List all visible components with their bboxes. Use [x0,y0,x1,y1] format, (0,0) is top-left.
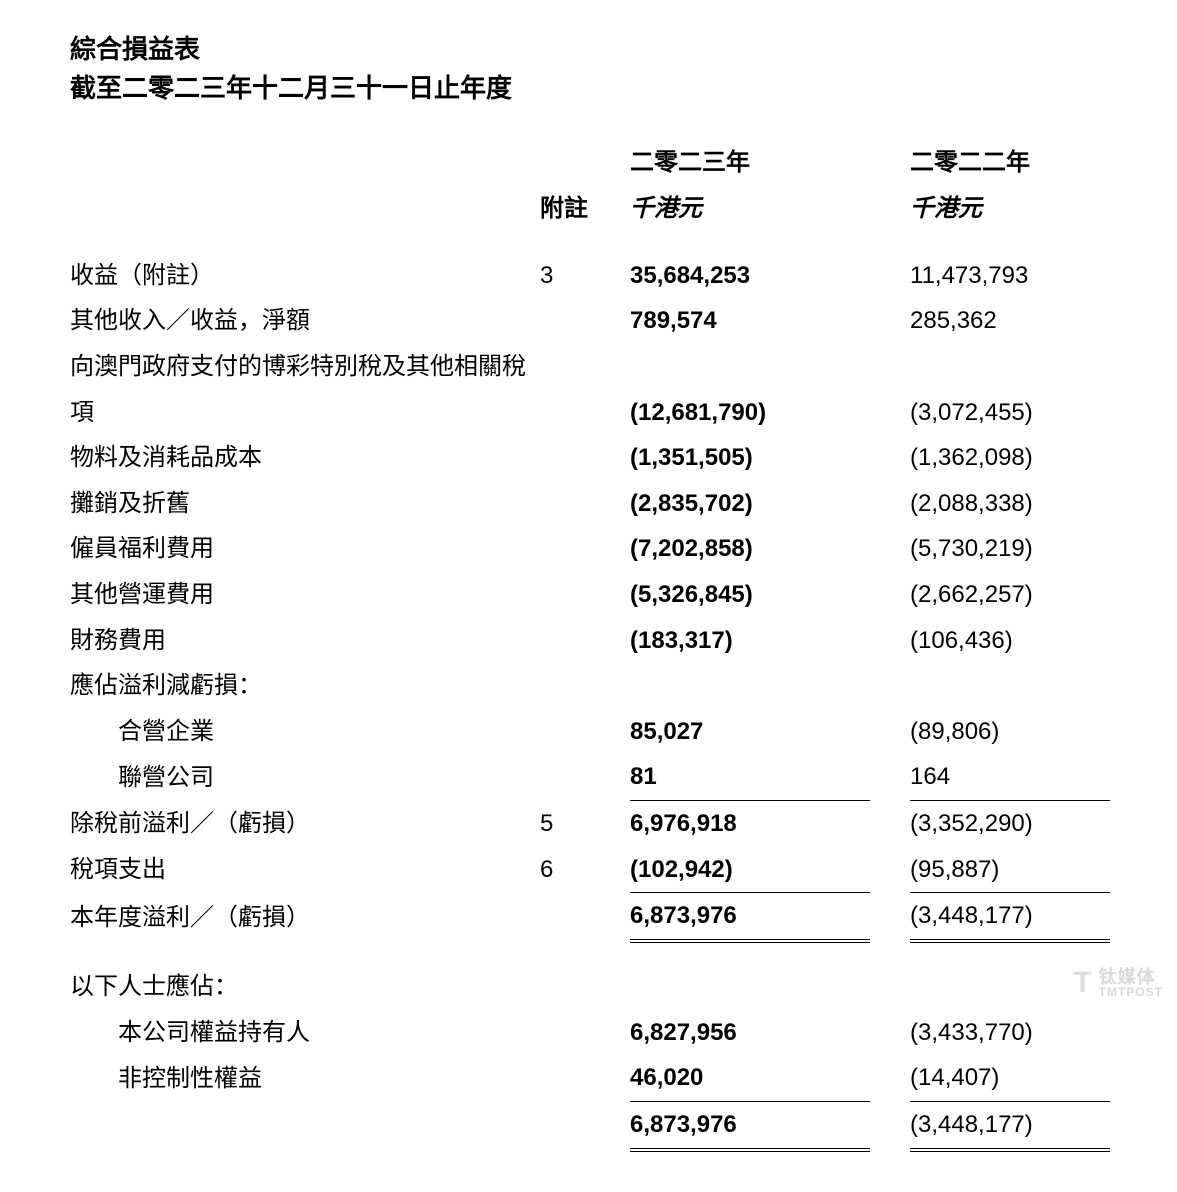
row-y1: 35,684,253 [630,253,870,299]
table-row: 攤銷及折舊 (2,835,702) (2,088,338) [70,481,1110,527]
attrib-total-row: 6,873,976 (3,448,177) [70,1102,1110,1150]
row-label: 其他營運費用 [70,572,540,618]
row-y2: 11,473,793 [910,253,1110,299]
netprofit-row: 本年度溢利／（虧損） 6,873,976 (3,448,177) [70,893,1110,941]
share-row-y2: 164 [910,754,1110,800]
header-unit-row: 附註 千港元 千港元 [70,186,1110,232]
table-row: 物料及消耗品成本 (1,351,505) (1,362,098) [70,435,1110,481]
attrib-row-label: 非控制性權益 [70,1055,540,1101]
pretax-note: 5 [540,800,630,846]
row-y2: (2,088,338) [910,481,1110,527]
netprofit-y2: (3,448,177) [910,893,1110,941]
tax-note: 6 [540,847,630,893]
tax-row: 稅項支出 6 (102,942) (95,887) [70,847,1110,893]
attrib-row-y2: (3,433,770) [910,1010,1110,1056]
pretax-y1: 6,976,918 [630,800,870,846]
row-y1: (2,835,702) [630,481,870,527]
share-row-y1: 85,027 [630,709,870,755]
row-note [540,618,630,664]
table-row: 其他營運費用 (5,326,845) (2,662,257) [70,572,1110,618]
row-y1: 789,574 [630,298,870,344]
row-note [540,435,630,481]
row-y1: (183,317) [630,618,870,664]
row-y2: (2,662,257) [910,572,1110,618]
row-note [540,481,630,527]
share-row-label: 合營企業 [70,709,540,755]
row-y2: (5,730,219) [910,526,1110,572]
pretax-label: 除稅前溢利／（虧損） [70,800,540,846]
netprofit-label: 本年度溢利／（虧損） [70,893,540,941]
header-year-row: 二零二三年 二零二二年 [70,140,1110,186]
tax-label: 稅項支出 [70,847,540,893]
tax-y1: (102,942) [630,847,870,893]
attrib-total-y1: 6,873,976 [630,1102,870,1150]
pretax-row: 除稅前溢利／（虧損） 5 6,976,918 (3,352,290) [70,800,1110,846]
attrib-header-label: 以下人士應佔： [70,964,540,1010]
table-row: 其他收入／收益，淨額 789,574 285,362 [70,298,1110,344]
col-header-year2: 二零二二年 [910,140,1110,186]
netprofit-y1: 6,873,976 [630,893,870,941]
row-label: 向澳門政府支付的博彩特別稅及其他相關稅項 [70,344,540,435]
attrib-header-row: 以下人士應佔： [70,964,1110,1010]
share-row: 合營企業 85,027 (89,806) [70,709,1110,755]
tax-y2: (95,887) [910,847,1110,893]
row-label: 財務費用 [70,618,540,664]
row-y1: (5,326,845) [630,572,870,618]
share-row-label: 聯營公司 [70,754,540,800]
table-row: 財務費用 (183,317) (106,436) [70,618,1110,664]
row-label: 其他收入／收益，淨額 [70,298,540,344]
row-label: 攤銷及折舊 [70,481,540,527]
statement-title: 綜合損益表 [70,30,1107,69]
attrib-row-y1: 46,020 [630,1055,870,1101]
table-row: 收益（附註）335,684,253 11,473,793 [70,253,1110,299]
income-statement-table: 二零二三年 二零二二年 附註 千港元 千港元 收益（附註）335,684,253… [70,140,1110,1152]
attrib-row-y2: (14,407) [910,1055,1110,1101]
row-y2: (106,436) [910,618,1110,664]
row-y1: (12,681,790) [630,344,870,435]
attrib-total-y2: (3,448,177) [910,1102,1110,1150]
attrib-row: 本公司權益持有人 6,827,956 (3,433,770) [70,1010,1110,1056]
table-row: 僱員福利費用 (7,202,858) (5,730,219) [70,526,1110,572]
attrib-row: 非控制性權益 46,020 (14,407) [70,1055,1110,1101]
row-y1: (1,351,505) [630,435,870,481]
row-y2: (1,362,098) [910,435,1110,481]
attrib-row-label: 本公司權益持有人 [70,1010,540,1056]
row-y2: 285,362 [910,298,1110,344]
col-header-note: 附註 [540,186,630,232]
statement-subtitle: 截至二零二三年十二月三十一日止年度 [70,69,1107,108]
row-label: 收益（附註） [70,253,540,299]
row-note [540,526,630,572]
row-y2: (3,072,455) [910,344,1110,435]
col-header-unit1: 千港元 [630,186,870,232]
attrib-row-y1: 6,827,956 [630,1010,870,1056]
share-row-y1: 81 [630,754,870,800]
share-row-y2: (89,806) [910,709,1110,755]
share-header-label: 應佔溢利減虧損： [70,663,540,709]
row-note [540,572,630,618]
share-header-row: 應佔溢利減虧損： [70,663,1110,709]
row-label: 僱員福利費用 [70,526,540,572]
row-note [540,298,630,344]
table-row: 向澳門政府支付的博彩特別稅及其他相關稅項 (12,681,790) (3,072,4… [70,344,1110,435]
row-note: 3 [540,253,630,299]
row-label: 物料及消耗品成本 [70,435,540,481]
row-note [540,344,630,435]
col-header-unit2: 千港元 [910,186,1110,232]
share-row: 聯營公司 81 164 [70,754,1110,800]
row-y1: (7,202,858) [630,526,870,572]
col-header-year1: 二零二三年 [630,140,870,186]
pretax-y2: (3,352,290) [910,800,1110,846]
